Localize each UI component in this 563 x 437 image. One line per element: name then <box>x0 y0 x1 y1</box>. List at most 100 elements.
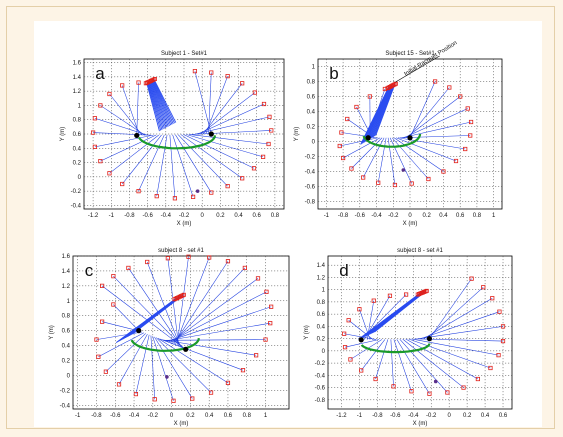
racquet-head-marker <box>382 86 388 92</box>
racquet-head-marker <box>269 128 274 133</box>
racquet-head-marker <box>409 389 414 394</box>
racquet-head-marker <box>98 159 103 164</box>
fan-line <box>132 294 184 334</box>
y-tick-label: 0.2 <box>62 358 71 364</box>
x-tick-label: 0.4 <box>205 413 214 419</box>
x-tick-label: 0.4 <box>439 213 448 219</box>
racquet-line <box>403 108 468 138</box>
racquet-line <box>405 338 479 380</box>
racquet-head-marker <box>165 256 170 261</box>
racquet-head-marker <box>496 353 501 358</box>
racquet-head-marker <box>497 309 502 314</box>
panel-letter: c <box>85 261 94 280</box>
racquet-head-marker <box>391 384 396 389</box>
fan-line <box>374 84 395 137</box>
joint-marker <box>407 135 413 141</box>
racquet-line <box>168 291 267 343</box>
racquet-head-marker <box>373 376 378 382</box>
racquet-head-marker <box>367 94 372 99</box>
x-tick-label: 0 <box>170 413 174 419</box>
racquet-head-marker <box>264 289 269 294</box>
x-tick-label: -0.4 <box>161 213 172 219</box>
racquet-line <box>342 137 381 159</box>
x-tick-label: -0.4 <box>129 413 140 419</box>
racquet-head-marker <box>392 82 397 87</box>
racquet-line <box>177 134 228 187</box>
racquet-line <box>396 339 430 394</box>
racquet-line <box>362 137 385 178</box>
racquet-head-marker <box>260 154 266 159</box>
racquet-head-marker <box>346 318 351 323</box>
racquet-head-marker <box>92 116 98 121</box>
racquet-head-marker <box>500 324 506 329</box>
racquet-line <box>121 85 140 136</box>
x-tick-label: -0.2 <box>426 413 437 419</box>
x-tick-label: 0.6 <box>224 413 233 419</box>
racquet-head-marker <box>255 276 261 281</box>
joint-marker <box>426 336 433 342</box>
joint-marker <box>365 135 371 141</box>
racquet-head-marker <box>240 81 245 86</box>
racquet-head-marker <box>126 265 131 271</box>
x-tick-label: 0.4 <box>234 213 243 219</box>
y-tick-label: 0.6 <box>73 132 82 138</box>
racquet-head-marker <box>111 302 116 307</box>
racquet-line <box>393 339 412 392</box>
y-tick-label: 0.4 <box>317 324 326 330</box>
racquet-head-marker <box>445 390 450 395</box>
y-tick-label: 0.4 <box>73 146 82 152</box>
y-tick-label: 1.4 <box>317 263 326 269</box>
fan-line <box>148 81 165 129</box>
racquet-head-marker <box>133 391 139 397</box>
racquet-head-marker <box>469 276 474 281</box>
x-tick-label: 0.4 <box>481 413 490 419</box>
racquet-line <box>138 134 165 192</box>
racquet-line <box>180 134 243 179</box>
racquet-head-marker <box>251 166 257 171</box>
racquet-line <box>205 76 228 135</box>
racquet-line <box>189 134 269 145</box>
fan-line <box>152 79 174 125</box>
racquet-line <box>420 311 500 340</box>
x-tick-label: 0.2 <box>423 213 432 219</box>
x-tick-label: -0.6 <box>355 213 366 219</box>
racquet-line <box>426 287 484 339</box>
y-tick-label: 0 <box>78 175 82 181</box>
y-tick-label: 0.6 <box>307 95 316 101</box>
subplot-b: -1 -0.8 -0.6 -0.4 -0.2 0 0.2 0.4 0.6 0.8 1 -0.8 -0.6… <box>294 40 503 227</box>
racquet-line <box>161 339 257 356</box>
fan-line <box>153 79 177 123</box>
racquet-head-marker <box>267 114 272 119</box>
y-tick-label: 0.8 <box>62 314 71 320</box>
fan-line <box>151 80 172 126</box>
x-tick-label: -0.4 <box>371 213 382 219</box>
y-tick-label: -0.6 <box>315 386 326 392</box>
y-tick-label: -0.4 <box>71 203 82 209</box>
racquet-line <box>407 87 450 138</box>
fan-line <box>146 82 162 131</box>
axes-box <box>327 255 513 410</box>
y-tick-label: 0.2 <box>307 125 316 131</box>
racquet-line <box>109 134 159 174</box>
racquet-line <box>411 338 499 356</box>
racquet-head-marker <box>190 194 196 199</box>
x-tick-label: -0.8 <box>372 413 383 419</box>
hand-path <box>360 343 431 354</box>
panel-letter: a <box>95 64 105 83</box>
x-tick-label: 0.6 <box>253 213 262 219</box>
racquet-head-marker <box>376 180 381 185</box>
racquet-line <box>113 275 185 349</box>
racquet-head-marker <box>152 77 157 82</box>
marker-dot <box>165 375 169 379</box>
y-tick-label: 0.8 <box>73 118 82 124</box>
y-tick-label: 1.2 <box>73 89 82 95</box>
fan-line <box>372 84 395 138</box>
x-axis-label: X (m) <box>177 221 192 227</box>
joint-marker <box>358 337 364 343</box>
x-tick-label: -0.8 <box>338 213 349 219</box>
racquet-head-marker <box>107 91 112 97</box>
racquet-head-marker <box>186 254 191 259</box>
x-tick-label: 0 <box>408 213 412 219</box>
marker-dot <box>401 168 406 172</box>
racquet-line <box>393 137 444 172</box>
